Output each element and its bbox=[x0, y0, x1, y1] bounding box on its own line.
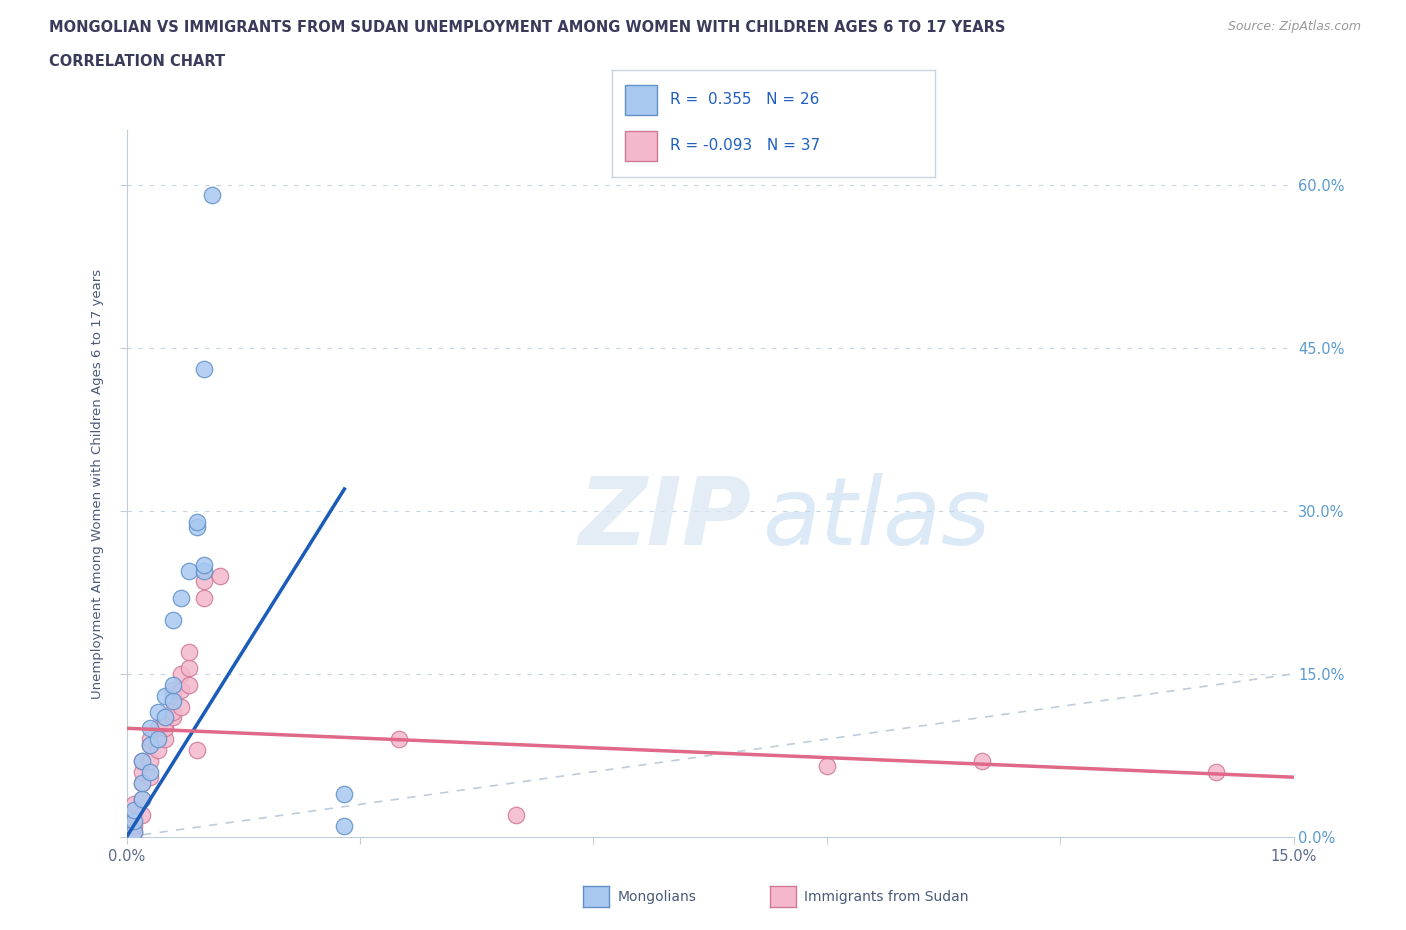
Point bbox=[162, 694, 184, 709]
Point bbox=[124, 808, 146, 823]
Point bbox=[155, 688, 177, 703]
Point bbox=[139, 770, 162, 785]
Point bbox=[131, 753, 153, 768]
Point bbox=[131, 753, 153, 768]
Point bbox=[170, 699, 193, 714]
Y-axis label: Unemployment Among Women with Children Ages 6 to 17 years: Unemployment Among Women with Children A… bbox=[90, 269, 104, 698]
Text: R =  0.355   N = 26: R = 0.355 N = 26 bbox=[669, 92, 820, 107]
Point bbox=[505, 808, 527, 823]
Point bbox=[155, 710, 177, 724]
Point bbox=[186, 520, 208, 535]
Point bbox=[193, 564, 215, 578]
Point bbox=[177, 677, 200, 692]
Point bbox=[177, 644, 200, 659]
Point bbox=[162, 683, 184, 698]
Point bbox=[177, 661, 200, 676]
Point bbox=[131, 776, 153, 790]
Point bbox=[139, 737, 162, 752]
Point bbox=[124, 824, 146, 839]
Point bbox=[193, 558, 215, 573]
Point bbox=[972, 753, 994, 768]
Point bbox=[177, 564, 200, 578]
FancyBboxPatch shape bbox=[624, 131, 657, 161]
Point bbox=[201, 188, 224, 203]
Point bbox=[388, 732, 411, 747]
Point bbox=[208, 568, 231, 583]
Point bbox=[162, 677, 184, 692]
Point bbox=[186, 742, 208, 757]
Point bbox=[124, 803, 146, 817]
Point bbox=[815, 759, 838, 774]
Point bbox=[131, 808, 153, 823]
Point bbox=[162, 705, 184, 720]
Text: atlas: atlas bbox=[762, 473, 991, 565]
Point bbox=[124, 797, 146, 812]
Text: CORRELATION CHART: CORRELATION CHART bbox=[49, 54, 225, 69]
Point bbox=[131, 764, 153, 779]
Point bbox=[162, 710, 184, 724]
Point bbox=[146, 705, 169, 720]
Point bbox=[131, 791, 153, 806]
Point bbox=[139, 764, 162, 779]
Text: R = -0.093   N = 37: R = -0.093 N = 37 bbox=[669, 139, 820, 153]
Point bbox=[186, 514, 208, 529]
Point bbox=[124, 818, 146, 833]
Point bbox=[162, 612, 184, 627]
Point bbox=[131, 791, 153, 806]
Point bbox=[124, 813, 146, 828]
Point bbox=[131, 776, 153, 790]
Point bbox=[193, 591, 215, 605]
Point bbox=[139, 721, 162, 736]
Text: Mongolians: Mongolians bbox=[617, 889, 696, 904]
Point bbox=[162, 688, 184, 703]
Point bbox=[124, 824, 146, 839]
Text: MONGOLIAN VS IMMIGRANTS FROM SUDAN UNEMPLOYMENT AMONG WOMEN WITH CHILDREN AGES 6: MONGOLIAN VS IMMIGRANTS FROM SUDAN UNEMP… bbox=[49, 20, 1005, 35]
Point bbox=[193, 362, 215, 377]
Text: Immigrants from Sudan: Immigrants from Sudan bbox=[804, 889, 969, 904]
FancyBboxPatch shape bbox=[624, 85, 657, 114]
Point bbox=[333, 786, 356, 801]
Point bbox=[139, 737, 162, 752]
Point bbox=[139, 732, 162, 747]
Point bbox=[139, 753, 162, 768]
Point bbox=[155, 715, 177, 730]
Point bbox=[155, 721, 177, 736]
Text: Source: ZipAtlas.com: Source: ZipAtlas.com bbox=[1227, 20, 1361, 33]
Point bbox=[333, 818, 356, 833]
Point bbox=[146, 742, 169, 757]
Point bbox=[170, 683, 193, 698]
Point bbox=[170, 667, 193, 682]
Point bbox=[146, 732, 169, 747]
Point bbox=[170, 591, 193, 605]
Point bbox=[146, 721, 169, 736]
Text: ZIP: ZIP bbox=[578, 473, 751, 565]
Point bbox=[155, 732, 177, 747]
Point bbox=[193, 574, 215, 589]
Point bbox=[1205, 764, 1227, 779]
